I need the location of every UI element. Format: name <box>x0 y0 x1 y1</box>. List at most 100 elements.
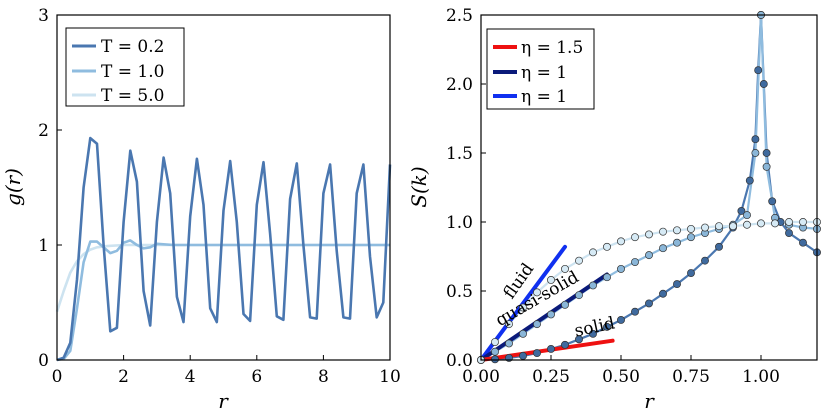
data-point-solid <box>768 197 777 206</box>
data-point-quasi-solid <box>687 233 695 242</box>
data-point-quasi-solid <box>561 300 569 309</box>
data-point-solid <box>762 149 771 157</box>
legend-label-t02: T = 0.2 <box>101 37 164 57</box>
left-ytick-label: 2 <box>38 121 49 141</box>
left-xtick-label: 8 <box>318 367 329 387</box>
left-plot-area <box>55 136 392 362</box>
left-ytick-label: 0 <box>38 351 49 371</box>
right-ytick-label: 1.5 <box>446 144 473 164</box>
data-point-solid <box>745 176 754 185</box>
right-plot-area <box>477 11 821 364</box>
data-point-solid <box>519 351 527 360</box>
data-point-solid <box>759 80 768 88</box>
left-panel: 0 2 4 6 8 10 0 1 2 3 r g(r) T = 0.2 T = 1.0 T = 5… <box>1 6 401 413</box>
right-ytick-label: 2.5 <box>446 6 473 26</box>
data-point-fluid <box>645 230 653 239</box>
right-panel: 0.00 0.25 0.50 0.75 1.00 0.0 0.5 1.0 1.5 2.0 2.5 r… <box>407 6 821 413</box>
data-point-solid <box>561 340 569 349</box>
data-point-fluid <box>799 218 807 226</box>
left-xtick-label: 0 <box>52 367 63 387</box>
data-point-fluid <box>673 226 681 235</box>
data-point-fluid <box>631 233 639 242</box>
data-point-fluid <box>491 338 499 347</box>
data-point-quasi-solid <box>743 211 751 220</box>
data-point-fluid <box>533 288 541 297</box>
data-point-fluid <box>603 242 611 251</box>
data-point-fluid <box>729 222 737 231</box>
data-point-solid <box>533 349 541 358</box>
data-point-quasi-solid <box>589 281 597 290</box>
data-point-quasi-solid <box>645 251 653 260</box>
data-point-solid <box>491 355 499 364</box>
data-point-solid <box>673 280 681 289</box>
right-legend: η = 1.5 η = 1 η = 1 <box>486 28 595 110</box>
data-point-solid <box>617 316 625 324</box>
data-point-fluid <box>575 256 583 265</box>
data-point-solid <box>575 335 583 344</box>
right-xtick-label: 1.00 <box>742 367 780 387</box>
data-point-fluid <box>547 276 555 284</box>
annotation-solid: solid <box>573 313 617 341</box>
right-xtick-label: 0.50 <box>602 367 640 387</box>
data-point-quasi-solid <box>673 238 681 247</box>
data-point-fluid <box>701 223 709 232</box>
data-point-fluid <box>589 248 597 257</box>
right-ytick-label: 1.0 <box>446 213 473 233</box>
data-point-solid <box>751 135 760 144</box>
data-point-quasi-solid <box>751 149 760 157</box>
data-point-solid <box>645 299 653 308</box>
left-legend-box <box>65 27 185 107</box>
left-xtick-label: 10 <box>379 367 401 387</box>
right-x-axis-label: r <box>644 389 655 413</box>
legend-label-eta1-blue: η = 1 <box>521 87 567 107</box>
right-xtick-label: 0.25 <box>532 367 570 387</box>
data-point-solid <box>547 345 555 353</box>
data-point-quasi-solid <box>533 320 541 329</box>
data-point-solid <box>799 238 807 247</box>
data-point-fluid <box>687 224 695 233</box>
data-point-quasi-solid <box>659 244 667 253</box>
legend-label-eta15: η = 1.5 <box>521 38 583 58</box>
data-point-solid <box>715 242 723 251</box>
data-point-fluid <box>505 320 513 329</box>
data-point-quasi-solid <box>505 339 513 348</box>
right-ytick-label: 2.0 <box>446 75 473 95</box>
data-point-solid <box>589 329 597 338</box>
right-ytick-label: 0.5 <box>446 282 473 302</box>
right-xtick-label: 0.75 <box>672 367 710 387</box>
left-xtick-label: 2 <box>118 367 129 387</box>
data-point-quasi-solid <box>762 162 771 171</box>
left-y-axis-label: g(r) <box>1 168 25 206</box>
series-line-t10 <box>56 239 390 362</box>
series-line-t02 <box>56 136 392 362</box>
data-point-quasi-solid <box>547 310 555 319</box>
left-legend: T = 0.2 T = 1.0 T = 5.0 <box>65 27 185 107</box>
data-point-solid <box>737 207 746 215</box>
data-point-fluid <box>785 218 793 226</box>
data-point-fluid <box>617 237 625 246</box>
right-xtick-label: 0.00 <box>462 367 500 387</box>
legend-label-t10: T = 1.0 <box>101 62 164 82</box>
data-point-solid <box>687 269 695 278</box>
data-point-quasi-solid <box>617 264 625 273</box>
left-axes-frame <box>56 14 391 361</box>
legend-label-eta1-dark: η = 1 <box>521 63 567 83</box>
left-x-axis-label: r <box>218 389 229 413</box>
solid-fit-line <box>479 338 615 362</box>
data-point-fluid <box>519 303 527 312</box>
left-ytick-label: 3 <box>38 6 49 26</box>
data-point-quasi-solid <box>491 347 499 356</box>
right-y-axis-label: S(k) <box>407 166 431 207</box>
data-point-fluid <box>743 220 751 229</box>
right-ticks: 0.00 0.25 0.50 0.75 1.00 0.0 0.5 1.0 1.5 2.0 2.5 <box>446 6 780 387</box>
data-point-fluid <box>715 222 723 231</box>
data-point-solid <box>603 322 611 331</box>
data-point-quasi-solid <box>631 258 639 266</box>
legend-label-t50: T = 5.0 <box>101 86 164 106</box>
right-ytick-label: 0.0 <box>446 351 473 371</box>
data-point-fluid <box>771 219 779 228</box>
data-point-solid <box>785 229 793 237</box>
data-point-fluid <box>561 264 569 273</box>
data-point-fluid <box>757 219 765 228</box>
